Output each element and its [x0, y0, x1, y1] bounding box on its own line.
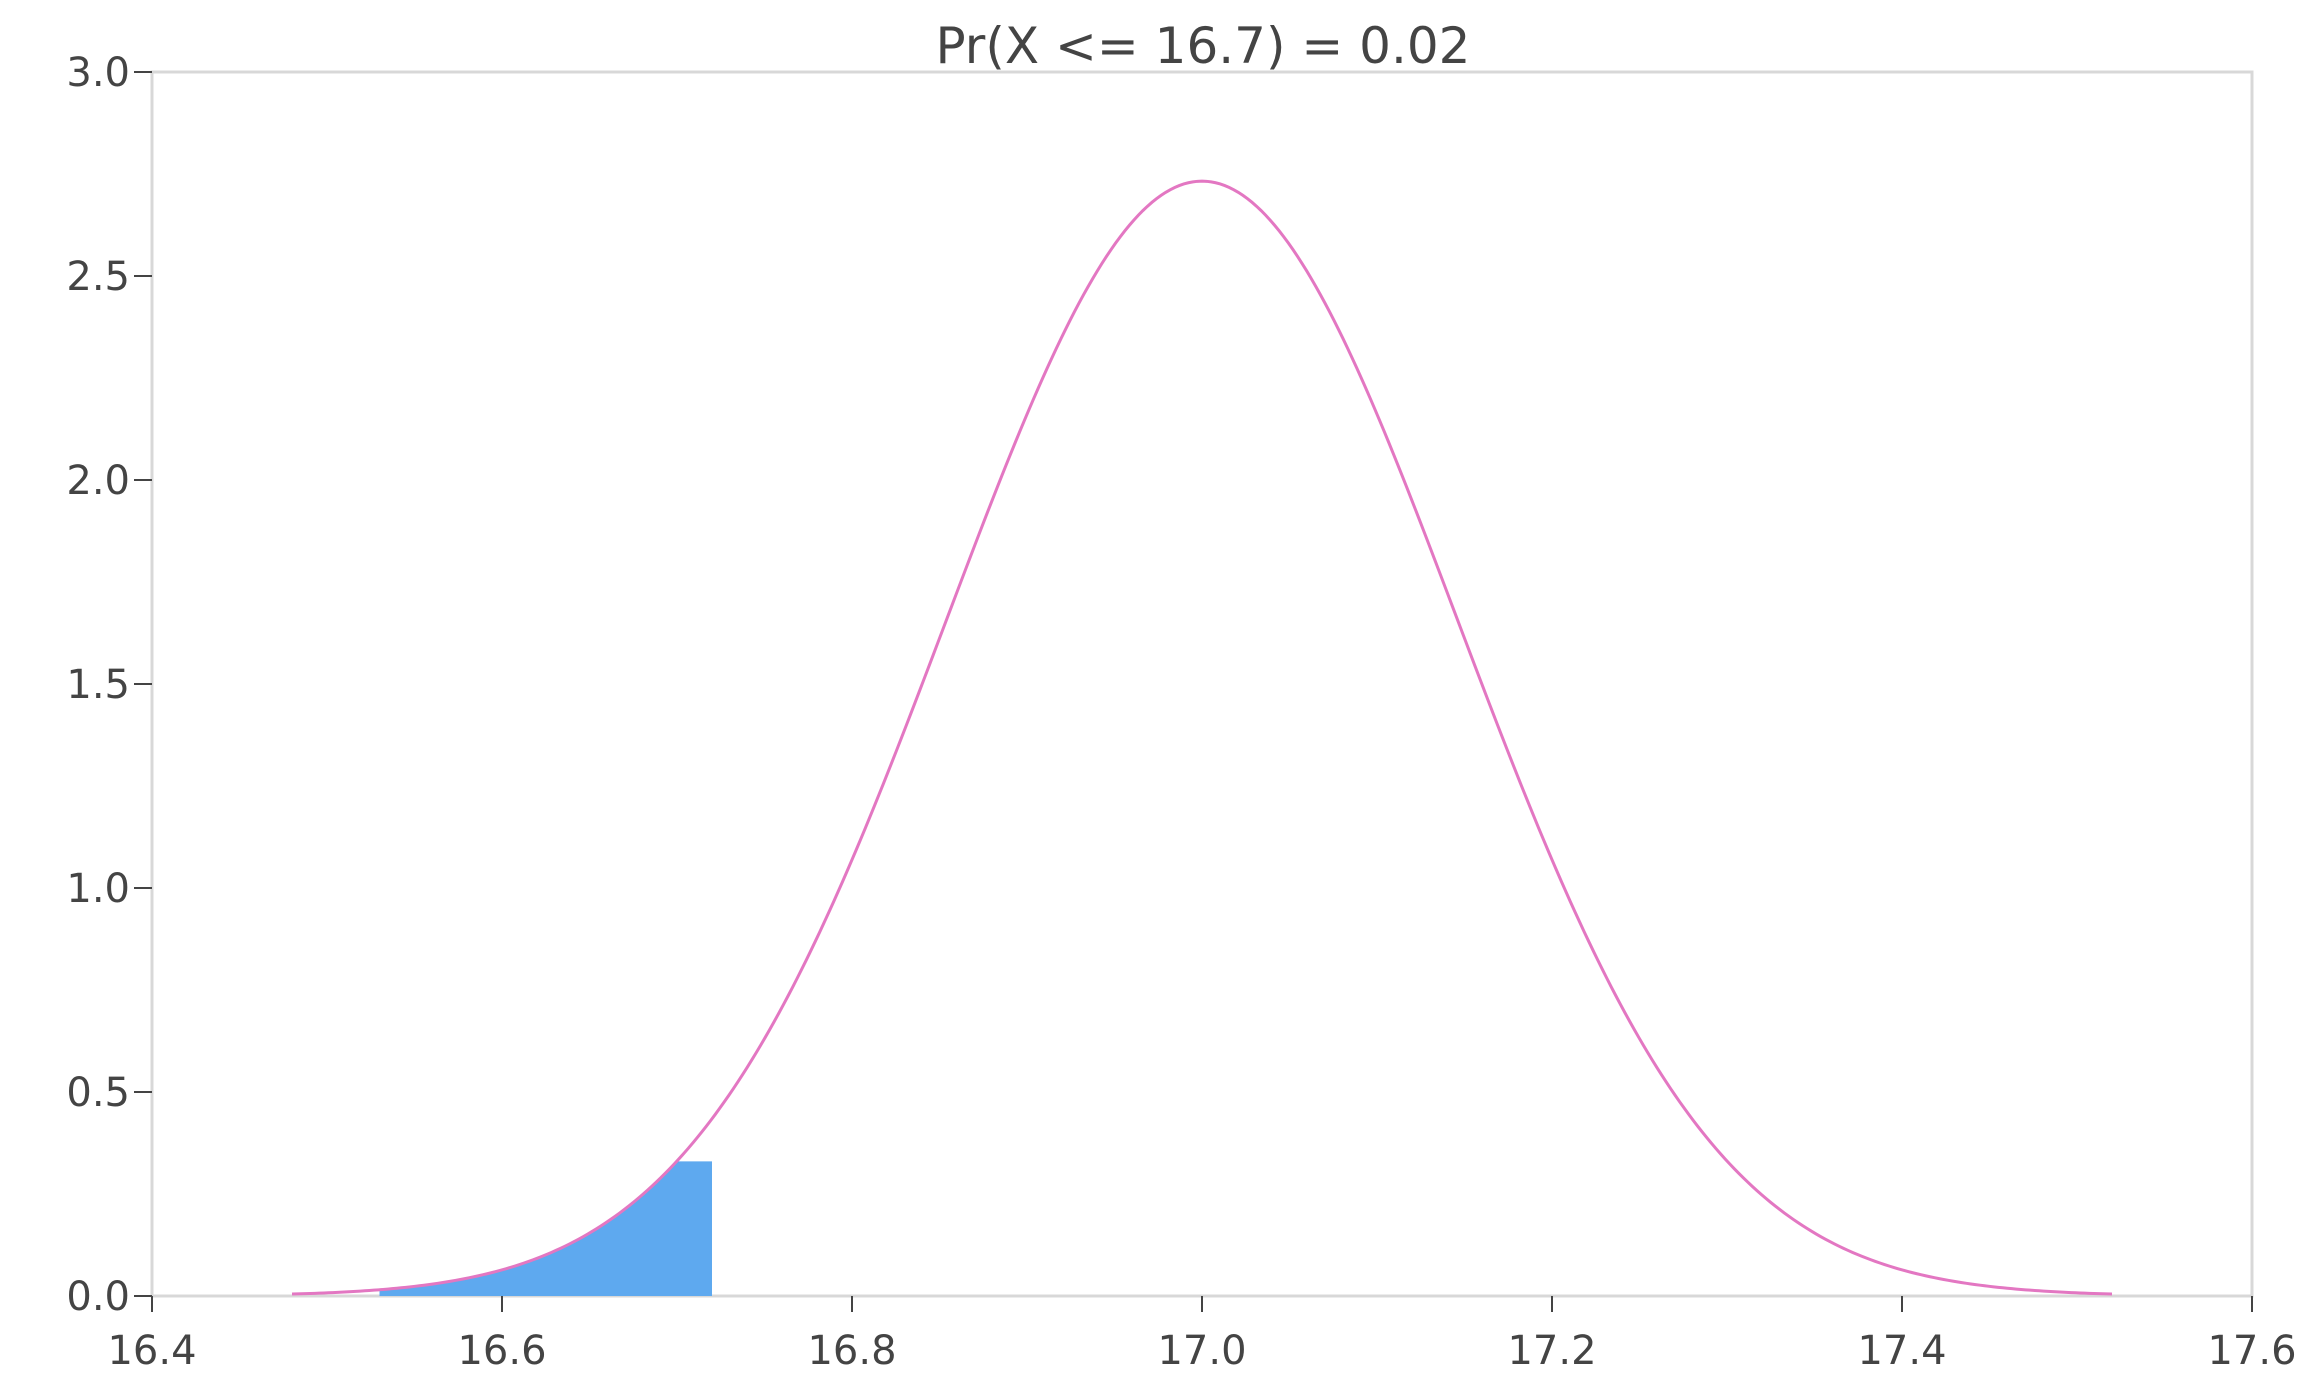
x-tick-label: 17.4 — [1857, 1328, 1946, 1374]
x-tick-label: 16.4 — [107, 1328, 196, 1374]
plot-border — [150, 70, 2254, 1298]
y-tick-label: 1.5 — [66, 662, 130, 708]
x-tick-label: 17.0 — [1157, 1328, 1246, 1374]
y-tick-label: 0.5 — [66, 1070, 130, 1116]
x-tick-label: 17.6 — [2207, 1328, 2296, 1374]
density-curve — [291, 179, 2113, 1296]
shaded-probability-area — [379, 1161, 712, 1296]
y-tick-label: 3.0 — [66, 50, 130, 96]
x-tick-label: 16.8 — [807, 1328, 896, 1374]
y-tick-label: 1.0 — [66, 866, 130, 912]
chart-title: Pr(X <= 16.7) = 0.02 — [935, 17, 1470, 75]
y-tick-label: 0.0 — [66, 1274, 130, 1320]
shaded-region — [379, 1161, 712, 1296]
y-tick-label: 2.5 — [66, 254, 130, 300]
y-axis: 0.0 0.5 1.0 1.5 2.0 2.5 3.0 — [66, 50, 152, 1320]
density-curve-layer — [291, 179, 2113, 1296]
x-tick-label: 16.6 — [457, 1328, 546, 1374]
plot-frame — [150, 70, 2254, 1298]
x-tick-label: 17.2 — [1507, 1328, 1596, 1374]
y-tick-label: 2.0 — [66, 458, 130, 504]
x-axis: 16.4 16.6 16.8 17.0 17.2 17.4 17.6 — [107, 1296, 2297, 1374]
